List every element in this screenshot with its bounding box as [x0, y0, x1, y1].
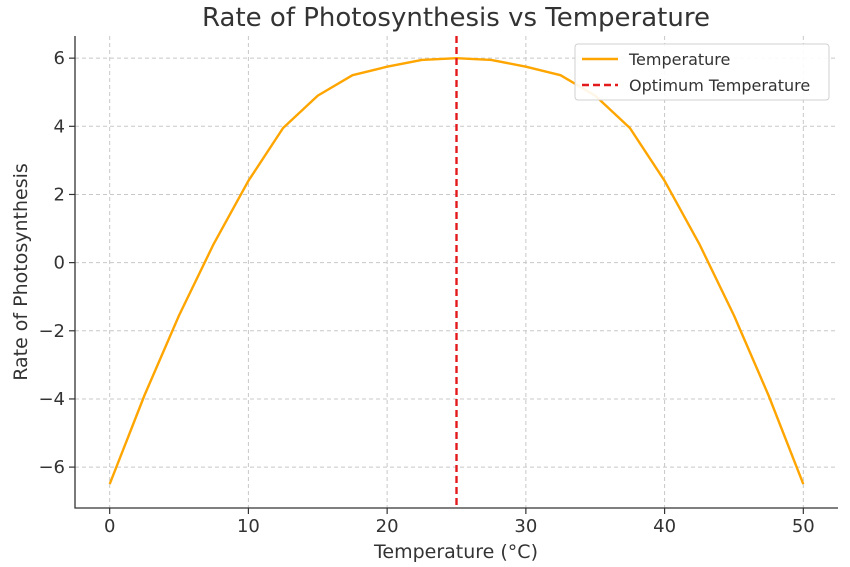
plot-area [108, 36, 805, 508]
y-tick-label: −6 [38, 457, 65, 478]
chart-title: Rate of Photosynthesis vs Temperature [202, 3, 710, 33]
legend-item-optimum-temperature-label: Optimum Temperature [629, 76, 810, 95]
x-tick-label: 40 [653, 516, 676, 537]
axes: 0 10 20 30 40 50 −6 −4 −2 0 2 4 6 [38, 36, 838, 537]
x-axis-label: Temperature (°C) [373, 541, 538, 563]
legend-box [574, 43, 830, 101]
y-tick-label: 0 [54, 253, 65, 274]
y-axis-label: Rate of Photosynthesis [10, 163, 32, 381]
y-tick-label: −4 [38, 389, 65, 410]
x-tick-label: 30 [514, 516, 537, 537]
x-tick-label: 0 [104, 516, 115, 537]
x-tick-label: 10 [237, 516, 260, 537]
x-tick-label: 50 [792, 516, 815, 537]
y-tick-label: −2 [38, 321, 65, 342]
axis-spines [74, 36, 838, 509]
y-tick-label: 2 [54, 184, 65, 205]
x-tick-label: 20 [376, 516, 399, 537]
y-tick-label: 4 [54, 116, 65, 137]
legend: Temperature Optimum Temperature [574, 43, 830, 101]
y-tick-label: 6 [54, 48, 65, 69]
legend-item-temperature-label: Temperature [628, 50, 730, 69]
